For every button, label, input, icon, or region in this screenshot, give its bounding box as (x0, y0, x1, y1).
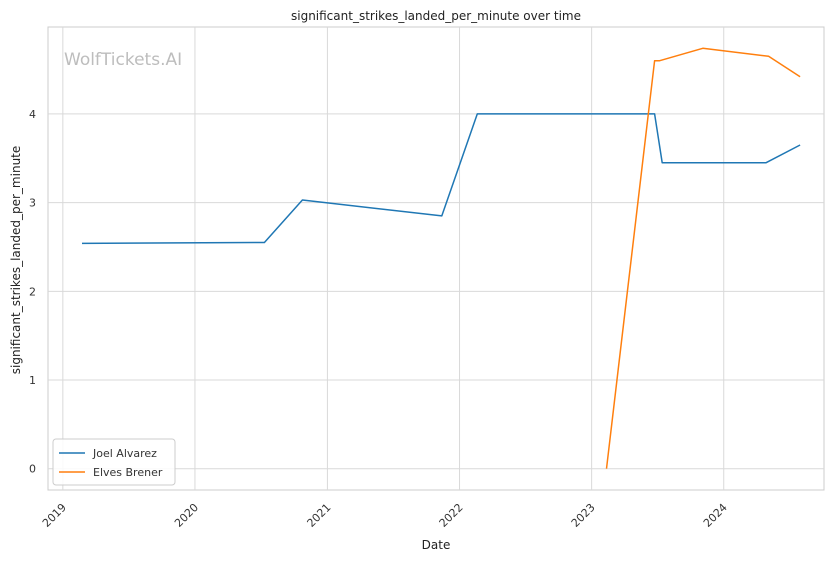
series-line-elves-brener (605, 47, 801, 469)
y-tick-label: 0 (29, 463, 36, 476)
y-tick-label: 3 (29, 197, 36, 210)
x-tick-label: 2022 (437, 501, 466, 530)
x-tick-label: 2021 (305, 501, 334, 530)
legend-label-elves-brener: Elves Brener (93, 466, 163, 479)
x-tick-label: 2019 (40, 501, 69, 530)
series-group (81, 47, 801, 469)
y-tick-label: 4 (29, 108, 36, 121)
x-tick-label: 2024 (701, 501, 730, 530)
series-line-joel-alvarez (81, 113, 801, 245)
x-axis-label: Date (422, 538, 451, 552)
y-tick-label: 1 (29, 374, 36, 387)
plot-area (47, 26, 825, 491)
y-tick-label: 2 (29, 285, 36, 298)
x-tick-label: 2023 (569, 501, 598, 530)
legend-label-joel-alvarez: Joel Alvarez (92, 447, 157, 460)
watermark: WolfTickets.AI (64, 50, 182, 70)
legend: Joel Alvarez Elves Brener (52, 438, 176, 486)
y-axis-label: significant_strikes_landed_per_minute (9, 146, 23, 375)
x-tick-label: 2020 (172, 501, 201, 530)
grid (48, 27, 824, 490)
legend-box (52, 438, 176, 486)
chart-title: significant_strikes_landed_per_minute ov… (291, 9, 581, 23)
